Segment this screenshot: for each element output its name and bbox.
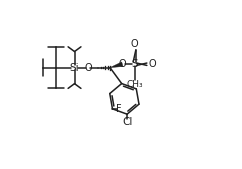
Text: O: O	[149, 59, 156, 69]
Text: S: S	[131, 59, 138, 69]
Text: O: O	[84, 63, 92, 73]
Text: O: O	[119, 59, 126, 69]
Text: F: F	[116, 104, 122, 114]
Polygon shape	[110, 62, 123, 68]
Text: Cl: Cl	[122, 117, 132, 127]
Text: CH₃: CH₃	[126, 80, 143, 89]
Text: Si: Si	[70, 63, 79, 73]
Text: O: O	[131, 39, 138, 50]
